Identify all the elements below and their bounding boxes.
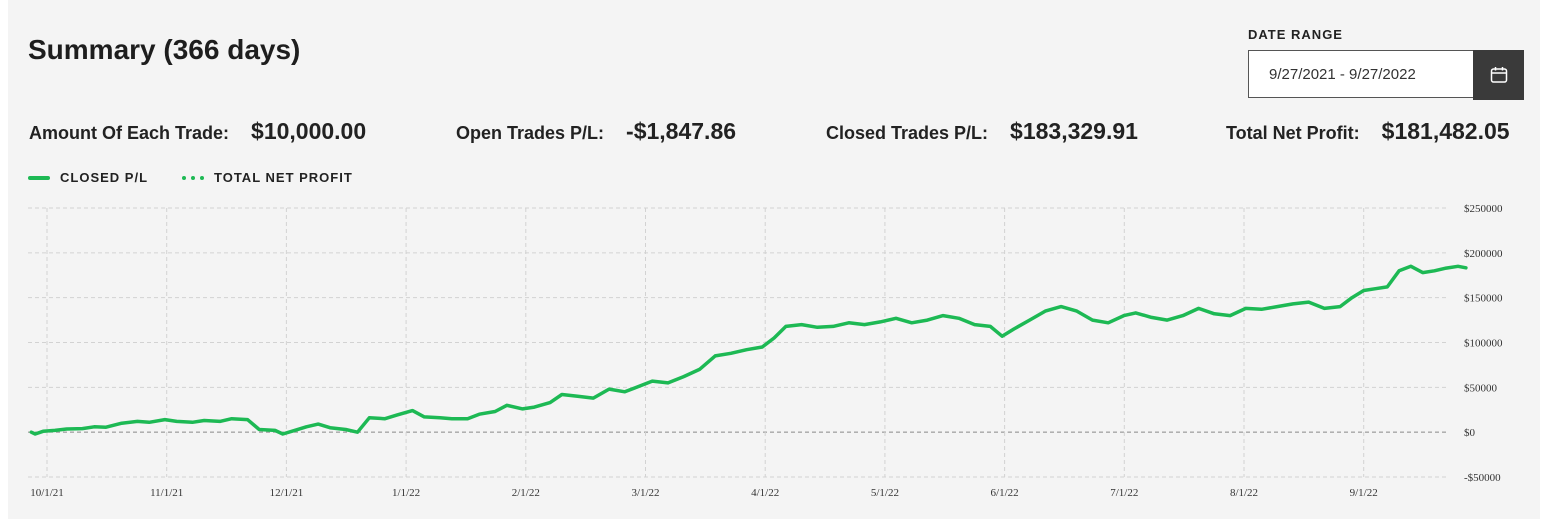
legend-net-label: TOTAL NET PROFIT (214, 170, 353, 185)
x-tick-label: 5/1/22 (871, 487, 899, 499)
x-tick-label: 8/1/22 (1230, 487, 1258, 499)
legend-total-net-profit[interactable]: TOTAL NET PROFIT (182, 170, 353, 185)
x-tick-label: 11/1/21 (150, 487, 183, 499)
stat-closed-label: Closed Trades P/L: (826, 123, 989, 143)
closed-pl-line (29, 264, 1468, 436)
stat-net: Total Net Profit: $181,482.05 (1226, 118, 1510, 145)
x-tick-label: 12/1/21 (270, 487, 304, 499)
y-tick-label: $200000 (1464, 248, 1503, 260)
y-tick-label: $250000 (1464, 203, 1503, 215)
calendar-button[interactable] (1473, 50, 1524, 100)
x-tick-label: 4/1/22 (751, 487, 779, 499)
x-tick-label: 6/1/22 (991, 487, 1019, 499)
date-range-label: DATE RANGE (1248, 27, 1343, 42)
x-tick-label: 9/1/22 (1350, 487, 1378, 499)
chart-legend: CLOSED P/L TOTAL NET PROFIT (28, 170, 387, 185)
stat-closed-value: $183,329.91 (1010, 118, 1138, 144)
legend-closed-swatch (28, 175, 50, 180)
legend-closed-pl[interactable]: CLOSED P/L (28, 170, 148, 185)
x-tick-label: 10/1/21 (30, 487, 64, 499)
y-tick-label: -$50000 (1464, 472, 1501, 484)
stat-amount: Amount Of Each Trade: $10,000.00 (29, 118, 366, 145)
y-tick-label: $50000 (1464, 382, 1498, 394)
x-tick-label: 3/1/22 (631, 487, 659, 499)
stat-net-label: Total Net Profit: (1226, 123, 1360, 143)
pl-line-chart: $250000 $200000 $150000 $100000 $50000 $0 -$50… (28, 203, 1503, 499)
stat-net-value: $181,482.05 (1381, 118, 1510, 144)
y-tick-label: $150000 (1464, 293, 1503, 305)
legend-closed-label: CLOSED P/L (60, 170, 149, 185)
stat-amount-label: Amount Of Each Trade: (29, 123, 230, 143)
stat-open: Open Trades P/L: -$1,847.86 (456, 118, 736, 145)
legend-net-swatch (182, 175, 205, 180)
stat-open-value: -$1,847.86 (626, 118, 737, 144)
calendar-icon (1490, 67, 1507, 83)
date-range-picker[interactable] (1248, 50, 1524, 100)
date-range-input[interactable] (1249, 51, 1475, 97)
x-tick-label: 1/1/22 (392, 487, 420, 499)
y-tick-label: $100000 (1464, 338, 1503, 350)
page-title: Summary (366 days) (28, 34, 301, 65)
stat-open-label: Open Trades P/L: (456, 123, 605, 143)
summary-panel: Summary (366 days) DATE RANGE Amount Of … (8, 0, 1540, 519)
stat-closed: Closed Trades P/L: $183,329.91 (826, 118, 1138, 145)
stat-amount-value: $10,000.00 (251, 118, 367, 144)
y-tick-label: $0 (1464, 427, 1476, 439)
x-tick-label: 7/1/22 (1110, 487, 1138, 499)
x-tick-label: 2/1/22 (512, 487, 540, 499)
